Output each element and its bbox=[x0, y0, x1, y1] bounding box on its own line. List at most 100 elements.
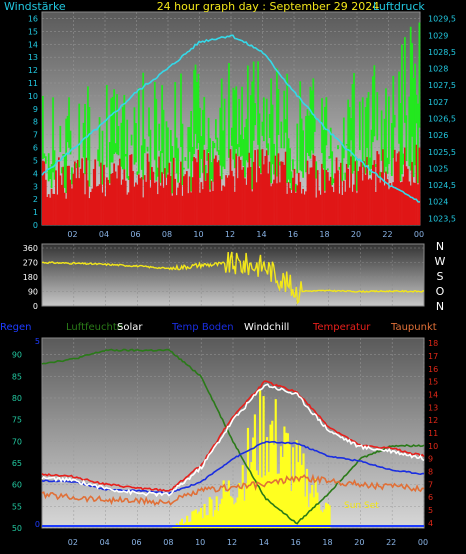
wind-avg-bar bbox=[111, 173, 114, 225]
time-tick-label: 16 bbox=[288, 230, 298, 239]
wind-gust-bar bbox=[201, 109, 204, 173]
wind-gust-bar bbox=[121, 107, 124, 170]
solar-bar bbox=[278, 473, 281, 528]
wind-avg-bar bbox=[65, 198, 68, 225]
wind-gust-bar bbox=[370, 129, 373, 169]
wind-avg-bar bbox=[318, 190, 320, 225]
wind-avg-bar bbox=[373, 160, 376, 225]
wind-gust-bar bbox=[373, 65, 376, 137]
wind-avg-bar bbox=[44, 179, 47, 225]
wind-avg-bar bbox=[87, 180, 89, 225]
wind-avg-bar bbox=[180, 161, 182, 225]
solar-bar bbox=[253, 414, 256, 528]
wind-gust-bar bbox=[376, 92, 379, 141]
solar-bar bbox=[293, 481, 296, 528]
wind-gust-bar bbox=[265, 98, 268, 149]
temperature-axis-ticks: 4 5 6 7 8 9 10 11 12 13 14 15 16 17 18 bbox=[428, 339, 438, 528]
wind-gust-bar bbox=[313, 118, 316, 132]
wind-tick-label: 7 bbox=[33, 131, 38, 140]
wind-avg-bar bbox=[305, 191, 307, 225]
solar-bar bbox=[231, 497, 234, 528]
wind-gust-bar bbox=[187, 127, 190, 169]
solar-bar bbox=[180, 518, 184, 528]
wind-avg-bar bbox=[261, 149, 264, 225]
legend-item: Temperatur bbox=[312, 322, 371, 333]
temperature-tick-label: 16 bbox=[428, 365, 438, 374]
wind-gust-bar bbox=[133, 107, 136, 165]
climate-plot-area bbox=[41, 337, 425, 529]
wind-avg-bar bbox=[251, 191, 254, 225]
wind-tick-label: 1 bbox=[33, 208, 38, 217]
humidity-tick-label: 50 bbox=[12, 524, 22, 533]
wind-avg-bar bbox=[168, 162, 171, 225]
wind-avg-bar bbox=[57, 157, 60, 225]
wind-avg-bar bbox=[190, 192, 193, 225]
wind-gust-bar bbox=[87, 86, 89, 161]
pressure-axis-title: Luftdruck bbox=[373, 0, 425, 13]
wind-avg-bar bbox=[380, 172, 383, 225]
wind-gust-bar bbox=[268, 114, 271, 138]
wind-avg-bar bbox=[353, 184, 355, 225]
wind-avg-bar bbox=[260, 174, 262, 225]
wind-gust-bar bbox=[324, 106, 326, 191]
time-tick-label: 08 bbox=[162, 230, 172, 239]
wind-avg-bar bbox=[155, 181, 158, 225]
wind-tick-label: 5 bbox=[33, 156, 38, 165]
wind-gust-bar bbox=[62, 154, 65, 157]
wind-avg-bar bbox=[244, 178, 246, 225]
wind-avg-bar bbox=[385, 171, 387, 225]
wind-avg-bar bbox=[43, 161, 46, 225]
wind-avg-bar bbox=[386, 179, 389, 225]
solar-bar bbox=[272, 444, 276, 528]
wind-gust-bar bbox=[108, 142, 111, 184]
wind-avg-bar bbox=[348, 187, 351, 225]
wind-avg-bar bbox=[382, 149, 384, 225]
wind-avg-bar bbox=[225, 175, 227, 225]
wind-avg-bar bbox=[110, 173, 113, 225]
wind-avg-bar bbox=[52, 193, 54, 225]
solar-bar bbox=[224, 491, 227, 528]
wind-avg-bar bbox=[172, 157, 175, 225]
solar-bar bbox=[276, 473, 279, 528]
wind-gust-bar bbox=[149, 129, 152, 180]
wind-avg-bar bbox=[310, 167, 313, 225]
solar-bar bbox=[200, 507, 203, 528]
wind-gust-bar bbox=[120, 122, 123, 167]
wind-avg-bar bbox=[370, 179, 373, 225]
wind-gust-bar bbox=[135, 123, 137, 163]
wind-avg-bar bbox=[255, 182, 258, 225]
wind-avg-bar bbox=[326, 172, 329, 225]
wind-gust-bar bbox=[146, 146, 149, 152]
solar-bar bbox=[179, 521, 182, 528]
wind-avg-bar bbox=[72, 173, 75, 225]
wind-avg-bar bbox=[292, 177, 294, 225]
wind-avg-bar bbox=[60, 184, 63, 225]
wind-avg-bar bbox=[92, 168, 95, 225]
temperature-tick-label: 12 bbox=[428, 416, 438, 425]
time-tick-label: 14 bbox=[256, 230, 266, 239]
wind-gust-bar bbox=[242, 139, 245, 167]
wind-gust-bar bbox=[148, 107, 150, 137]
wind-avg-bar bbox=[232, 176, 235, 225]
wind-gust-bar bbox=[69, 130, 72, 155]
wind-gust-bar bbox=[59, 125, 62, 153]
wind-avg-bar bbox=[229, 149, 232, 225]
solar-bar bbox=[304, 496, 307, 528]
wind-avg-bar bbox=[402, 176, 405, 225]
wind-avg-bar bbox=[81, 158, 84, 225]
solar-bar bbox=[319, 510, 322, 528]
wind-avg-bar bbox=[130, 154, 133, 225]
wind-avg-bar bbox=[95, 186, 98, 225]
wind-gust-bar bbox=[325, 97, 328, 146]
wind-avg-bar bbox=[411, 161, 414, 225]
time-tick-label: 16 bbox=[291, 538, 301, 547]
wind-avg-bar bbox=[286, 193, 288, 225]
wind-avg-bar bbox=[181, 195, 184, 225]
wind-avg-bar bbox=[331, 186, 334, 225]
wind-gust-bar bbox=[180, 73, 182, 148]
humidity-tick-label: 60 bbox=[12, 481, 22, 490]
wind-gust-bar bbox=[273, 143, 275, 175]
wind-avg-bar bbox=[133, 186, 136, 225]
wind-tick-label: 6 bbox=[33, 144, 38, 153]
pressure-line bbox=[41, 34, 421, 203]
